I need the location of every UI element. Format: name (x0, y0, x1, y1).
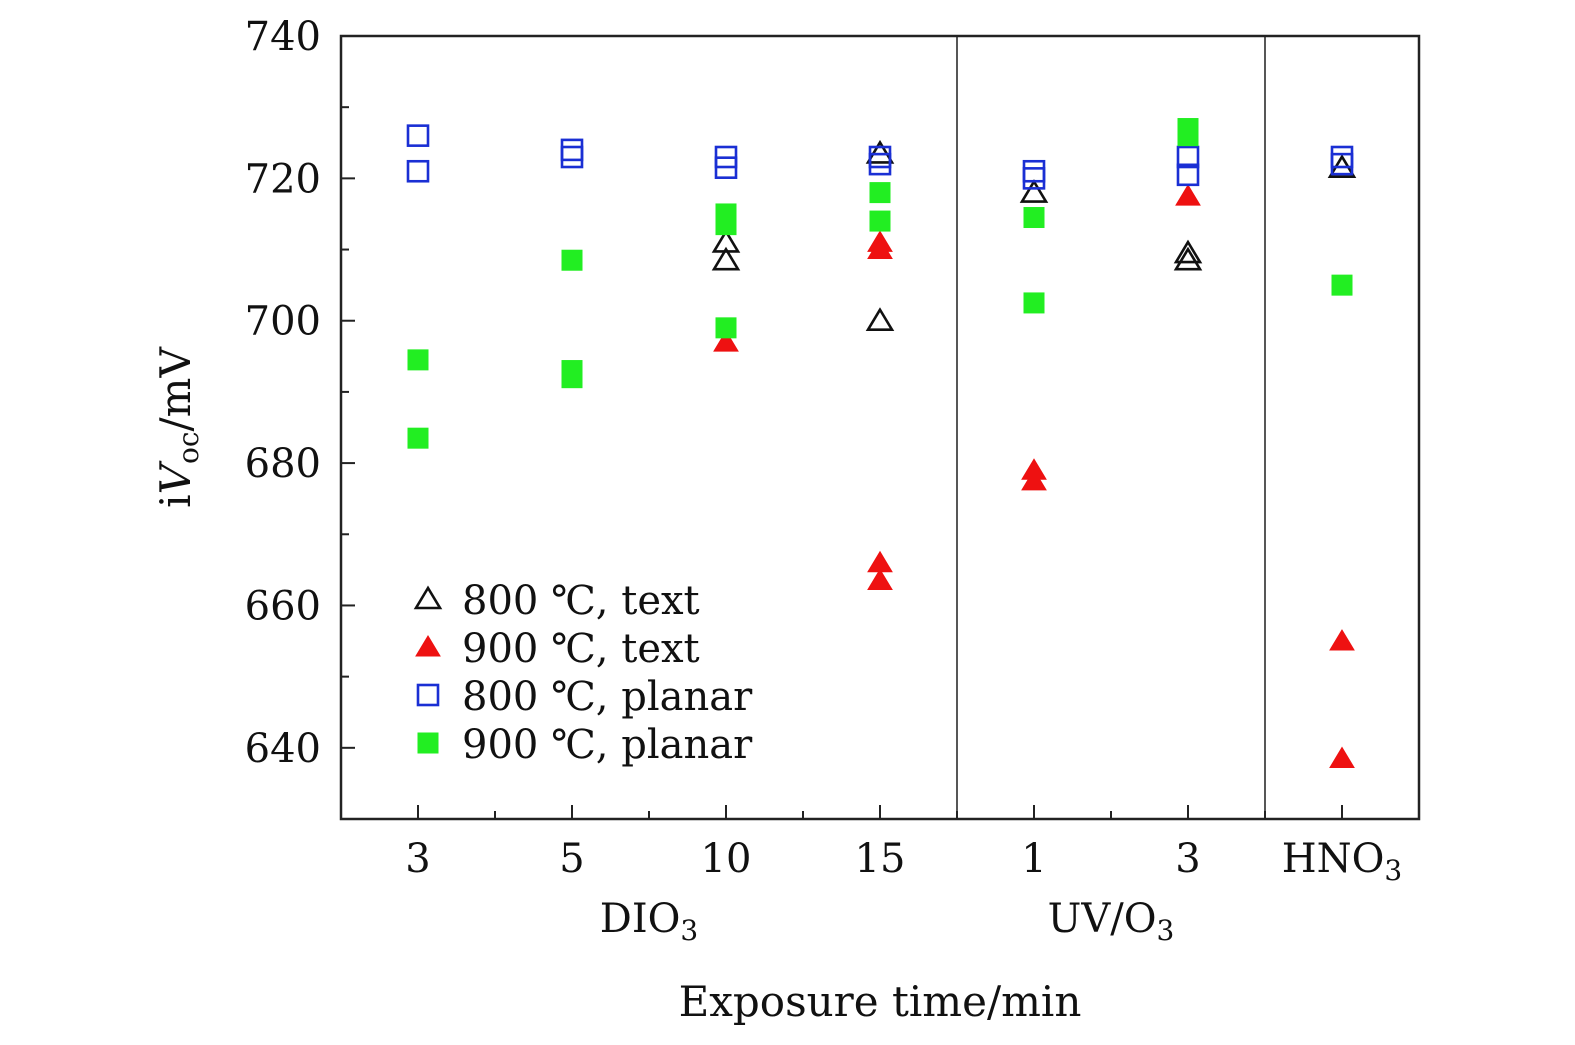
data-point (560, 145, 584, 169)
data-point (406, 159, 430, 183)
data-point (868, 152, 892, 176)
x-tick-label-6: HNO3 (1282, 836, 1403, 887)
series-3 (407, 118, 1353, 449)
data-point (1022, 167, 1046, 190)
data-point (869, 210, 891, 232)
legend-label-3: 900 ℃, planar (462, 722, 753, 768)
data-point (711, 246, 741, 271)
data-point (1023, 207, 1045, 229)
data-point (1175, 184, 1201, 206)
x-group-label-1: UV/O3 (1048, 896, 1175, 947)
x-group-label-0: DIO3 (600, 896, 699, 947)
legend-label-2: 800 ℃, planar (462, 674, 753, 720)
data-point (715, 214, 737, 236)
data-point (1176, 163, 1200, 187)
data-point (1173, 246, 1203, 271)
x-tick-label-1: 5 (559, 836, 584, 882)
data-point (1177, 125, 1199, 147)
y-tick-label-720: 720 (245, 156, 321, 202)
data-point (1173, 239, 1203, 264)
divider-layer (956, 36, 1266, 819)
data-point (714, 156, 738, 179)
data-point (407, 427, 429, 449)
data-point (407, 349, 429, 371)
y-tick-label-680: 680 (245, 441, 321, 487)
y-tick-label-660: 660 (245, 583, 321, 629)
data-point (1021, 468, 1047, 491)
legend-label-0: 800 ℃, text (462, 578, 700, 624)
y-axis-title: iVoc/mV (151, 347, 205, 508)
data-point (561, 249, 583, 271)
x-tick-label-0: 3 (405, 836, 430, 882)
series-0 (711, 139, 1357, 332)
legend-marker-1 (415, 635, 441, 657)
tick-layer (341, 35, 1343, 820)
x-tick-label-2: 10 (701, 836, 752, 882)
data-point (1330, 152, 1354, 176)
data-point (867, 568, 893, 591)
data-point (1329, 629, 1355, 651)
marker-layer (406, 118, 1357, 768)
y-tick-label-740: 740 (245, 14, 321, 60)
data-point (715, 317, 737, 339)
x-tick-label-3: 15 (855, 836, 906, 882)
label-layer: 640 660 680 700 720 740 3 5 10 15 1 3 HNO3 DIO3 UV/O3 (245, 14, 1403, 947)
y-tick-label-700: 700 (245, 299, 321, 345)
legend-label-1: 900 ℃, text (462, 626, 700, 672)
data-point (865, 307, 895, 332)
series-2 (406, 124, 1354, 190)
y-tick-label-640: 640 (245, 726, 321, 772)
series-1 (713, 184, 1355, 768)
data-point (1331, 274, 1353, 296)
data-point (406, 124, 430, 147)
x-tick-label-5: 3 (1175, 836, 1200, 882)
data-point (713, 330, 739, 352)
legend-marker-3 (417, 732, 439, 754)
data-point (1176, 145, 1200, 169)
data-point (865, 139, 895, 164)
x-tick-label-4: 1 (1021, 836, 1046, 882)
data-point (1023, 292, 1045, 314)
data-point (1329, 746, 1355, 768)
x-axis-title: Exposure time/min (679, 977, 1082, 1026)
data-point (867, 237, 893, 260)
data-point (561, 367, 583, 389)
data-point (1019, 179, 1049, 203)
legend-marker-0 (413, 585, 443, 610)
legend-marker-2 (416, 683, 440, 707)
data-point (869, 182, 891, 204)
